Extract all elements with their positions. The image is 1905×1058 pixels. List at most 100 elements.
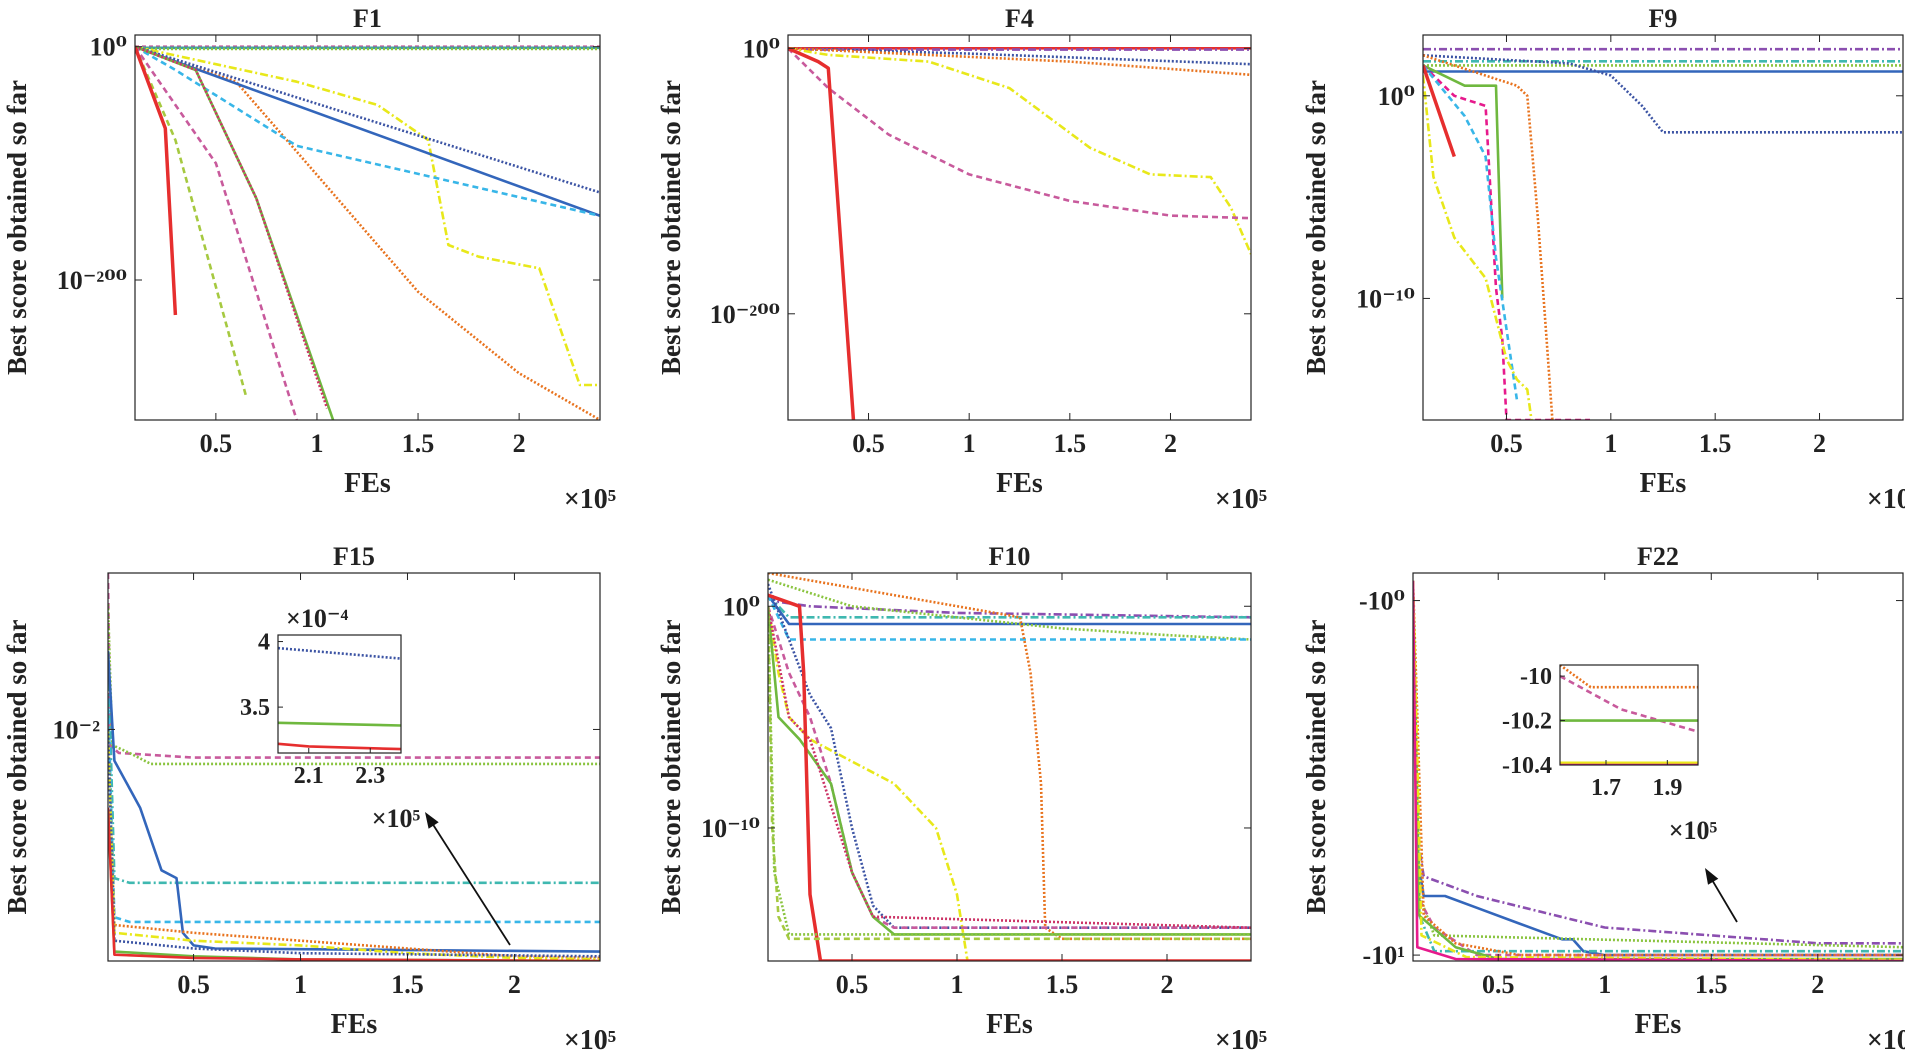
line-s9: [1413, 580, 1903, 961]
x-tick-label: 2: [1813, 429, 1826, 458]
line-s7: [1423, 64, 1504, 299]
x-axis-label: FEs: [986, 1009, 1033, 1040]
line-s4: [768, 578, 1251, 641]
plot-frame: [107, 572, 601, 962]
line-s11: [135, 45, 298, 420]
inset-f22: 1.7 1.9 -10 -10.2 -10.4 ×10⁵: [1502, 664, 1738, 923]
x-axis-label: FEs: [344, 468, 391, 499]
plot-frame: [767, 572, 1252, 962]
line-s3: [768, 594, 1251, 626]
line-s4: [108, 698, 600, 924]
x-exponent: ×10⁵: [1867, 1025, 1905, 1056]
line-s7: [768, 606, 1251, 961]
y-axis-label: Best score obtained so far: [1301, 80, 1331, 375]
x-axis-label: FEs: [996, 468, 1043, 499]
y-tick-label: -10⁰: [1359, 587, 1405, 616]
x-axis-label: FEs: [331, 1009, 378, 1040]
inset-y-exponent: ×10⁻⁴: [286, 604, 349, 633]
x-tick-label: 1: [294, 970, 307, 999]
inset-y-tick-label: -10.2: [1502, 709, 1552, 735]
inset-x-exponent: ×10⁵: [1669, 816, 1718, 845]
line-s7: [788, 46, 856, 420]
line-s8: [1423, 64, 1590, 420]
line-s6: [1413, 580, 1903, 957]
inset-x-tick-label: 2.3: [355, 763, 385, 789]
series-group: [108, 573, 600, 961]
line-s5: [1413, 580, 1903, 957]
plot-frame: [787, 34, 1252, 421]
chart-title: F4: [1005, 4, 1034, 33]
line-s8: [135, 45, 600, 218]
line-s11: [1423, 64, 1456, 158]
line-s5: [788, 47, 1251, 255]
line-s10: [135, 45, 329, 409]
x-tick-label: 1: [951, 970, 964, 999]
x-axis-label: FEs: [1635, 1009, 1682, 1040]
chart-f4: 0.5 1 1.5 2 10⁰ 10⁻²⁰⁰ F4 FEs ×10⁵ Best score obt…: [656, 4, 1267, 515]
y-axis-label: Best score obtained so far: [2, 80, 32, 375]
inset-x-exponent: ×10⁵: [372, 804, 421, 833]
chart-title: F22: [1637, 542, 1679, 571]
plot-frame: [1412, 572, 1904, 962]
plot-frame: [1422, 34, 1904, 421]
y-tick-label: -10¹: [1363, 941, 1405, 970]
chart-title: F1: [353, 4, 382, 33]
x-tick-label: 2: [513, 429, 526, 458]
line-s5: [108, 651, 600, 953]
plot-frame: [134, 34, 601, 421]
line-s11: [768, 606, 1251, 929]
y-tick-label: 10⁰: [743, 34, 780, 63]
inset-series-group: [1560, 665, 1698, 765]
line-s5: [135, 45, 600, 420]
x-tick-label: 0.5: [1490, 429, 1523, 458]
inset-line-s6: [1560, 665, 1698, 689]
inset-y-tick-label: -10: [1520, 664, 1552, 690]
y-tick-label: 10⁰: [1378, 82, 1415, 111]
y-tick-label: 10⁻¹⁰: [701, 814, 760, 843]
line-s12: [768, 593, 1251, 961]
x-tick-label: 1.5: [1046, 970, 1079, 999]
y-axis-label: Best score obtained so far: [656, 80, 686, 375]
series-group: [788, 46, 1251, 420]
y-axis-label: Best score obtained so far: [1301, 620, 1331, 915]
y-tick-label: 10⁻¹⁰: [1356, 284, 1415, 313]
y-tick-label: 10⁰: [723, 592, 760, 621]
x-tick-label: 2: [1811, 970, 1824, 999]
line-s2: [768, 594, 1251, 619]
inset-x-tick-label: 2.1: [294, 763, 324, 789]
x-tick-label: 1: [963, 429, 976, 458]
line-s12: [135, 46, 248, 398]
series-group: [768, 573, 1251, 961]
x-tick-label: 1: [310, 429, 323, 458]
line-s13: [768, 606, 1251, 941]
line-s9: [1423, 64, 1519, 400]
line-s4: [135, 45, 600, 387]
y-tick-label: 10⁻²⁰⁰: [710, 300, 780, 329]
y-axis-label: Best score obtained so far: [2, 620, 32, 915]
x-tick-label: 1.5: [1695, 970, 1728, 999]
x-tick-label: 2: [1161, 970, 1174, 999]
y-tick-label: 10⁻²⁰⁰: [57, 266, 127, 295]
x-tick-label: 0.5: [1482, 970, 1515, 999]
x-exponent: ×10⁵: [1867, 484, 1905, 515]
inset-frame: [1559, 664, 1699, 766]
line-s6: [1423, 54, 1554, 420]
x-tick-label: 1.5: [1699, 429, 1732, 458]
line-s10: [1423, 75, 1533, 420]
line-s10: [768, 606, 1251, 936]
inset-y-tick-label: 3.5: [240, 695, 270, 721]
line-s7: [135, 45, 600, 218]
inset-y-tick-label: 4: [258, 630, 270, 656]
line-s7: [1413, 580, 1903, 961]
chart-title: F9: [1649, 4, 1678, 33]
chart-f22: 0.5 1 1.5 2 -10⁰ -10¹ F22 FEs ×10⁵ Best score obt…: [1301, 542, 1905, 1056]
x-exponent: ×10⁵: [1215, 1025, 1267, 1056]
x-tick-label: 1: [1604, 429, 1617, 458]
chart-f10: 0.5 1 1.5 2 10⁰ 10⁻¹⁰ F10 FEs ×10⁵ Best score obt…: [656, 542, 1267, 1056]
series-group: [1423, 47, 1903, 420]
chart-title: F15: [333, 542, 375, 571]
inset-y-tick-label: -10.4: [1502, 753, 1552, 779]
x-tick-label: 1.5: [391, 970, 424, 999]
series-group: [1413, 580, 1903, 961]
